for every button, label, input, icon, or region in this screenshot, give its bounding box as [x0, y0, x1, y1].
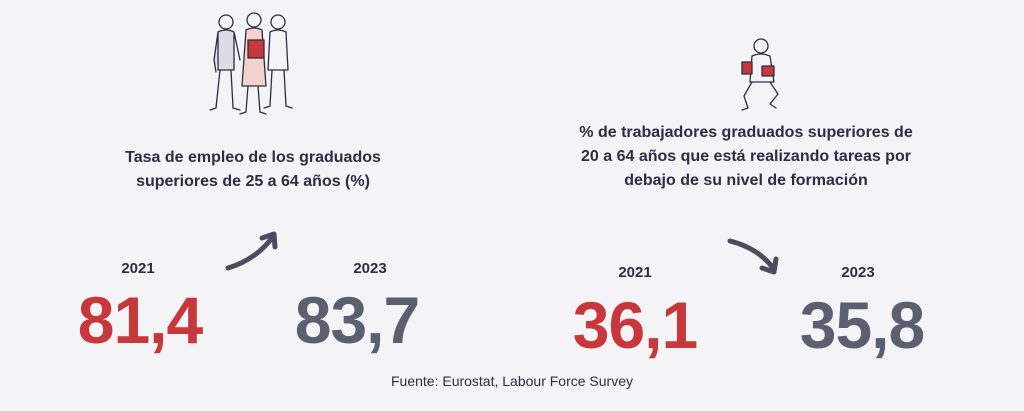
value: 36,1 — [572, 288, 698, 362]
arrow-up — [225, 235, 275, 271]
arrow-up-head — [259, 231, 278, 250]
year: 2021 — [121, 260, 155, 277]
worker-illustration — [741, 38, 779, 111]
year: 2023 — [353, 260, 387, 277]
title-line: % de trabajadores graduados superiores d… — [579, 124, 913, 141]
value: 81,4 — [77, 283, 203, 357]
year: 2023 — [841, 264, 875, 281]
value: 83,7 — [294, 283, 420, 357]
trend-arrows — [225, 231, 779, 275]
title-line: Tasa de empleo de los graduados — [125, 149, 381, 166]
panel-title: Tasa de empleo de los graduados superior… — [33, 146, 473, 194]
people-illustration — [209, 12, 293, 115]
title-line: superiores de 25 a 64 años (%) — [136, 173, 370, 190]
year: 2021 — [618, 264, 652, 281]
title-line: 20 a 64 años que está realizando tareas … — [581, 148, 911, 165]
title-line: debajo de su nivel de formación — [624, 172, 868, 189]
value: 35,8 — [799, 288, 925, 362]
source: Fuente: Eurostat, Labour Force Survey — [390, 373, 633, 389]
arrow-down — [727, 238, 776, 271]
panel-title: % de trabajadores graduados superiores d… — [526, 121, 966, 193]
arrow-down-head — [759, 256, 779, 275]
